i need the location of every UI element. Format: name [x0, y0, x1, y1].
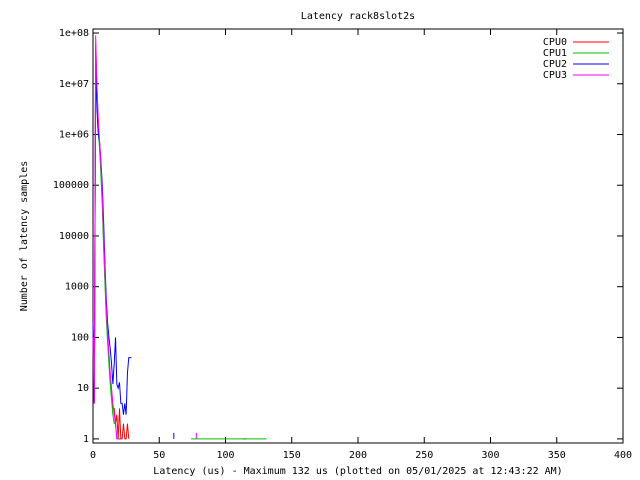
- y-tick-label: 10: [77, 383, 89, 394]
- y-tick-label: 100: [71, 332, 89, 343]
- y-tick-label: 10000: [59, 231, 89, 242]
- x-tick-label: 0: [90, 450, 96, 461]
- legend-label: CPU3: [543, 70, 567, 81]
- legend-label: CPU0: [543, 37, 567, 48]
- y-tick-label: 100000: [53, 180, 89, 191]
- x-tick-label: 200: [349, 450, 367, 461]
- legend-label: CPU2: [543, 59, 567, 70]
- y-axis-label: Number of latency samples: [19, 161, 30, 312]
- chart-title: Latency rack8slot2s: [301, 11, 415, 22]
- x-tick-label: 400: [614, 450, 632, 461]
- x-tick-label: 250: [415, 450, 433, 461]
- x-axis-label: Latency (us) - Maximum 132 us (plotted o…: [153, 466, 562, 477]
- y-tick-label: 1e+08: [59, 28, 89, 39]
- x-tick-label: 300: [481, 450, 499, 461]
- y-tick-label: 1000: [65, 282, 89, 293]
- legend-label: CPU1: [543, 48, 567, 59]
- y-tick-label: 1: [83, 434, 89, 445]
- series-line: [92, 35, 197, 440]
- x-tick-label: 50: [153, 450, 165, 461]
- x-tick-label: 100: [216, 450, 234, 461]
- y-tick-label: 1e+06: [59, 129, 89, 140]
- x-tick-label: 350: [548, 450, 566, 461]
- x-tick-label: 150: [283, 450, 301, 461]
- y-tick-label: 1e+07: [59, 79, 89, 90]
